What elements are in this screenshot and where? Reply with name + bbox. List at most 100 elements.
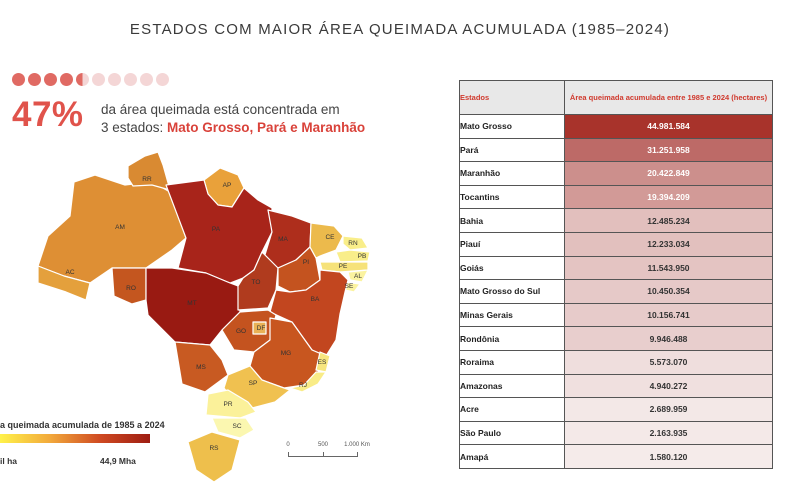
brazil-map: RR AP AM PA MA CE RN PB PI PE AL SE AC R… <box>37 151 371 483</box>
map-label-al: AL <box>354 273 362 280</box>
table-cell-value: 44.981.584 <box>564 114 773 139</box>
percent-dot <box>76 73 89 86</box>
table-cell-value: 2.163.935 <box>564 420 773 446</box>
map-state-al <box>347 269 369 283</box>
table-cell-state: Amazonas <box>459 373 565 399</box>
map-label-pr: PR <box>223 401 232 408</box>
scale-tick-1000 <box>357 452 358 457</box>
map-label-mg: MG <box>281 350 291 357</box>
percent-dot <box>28 73 41 86</box>
map-state-rn <box>342 235 369 251</box>
percent-dot <box>140 73 153 86</box>
table-cell-state: Mato Grosso <box>459 114 565 139</box>
map-label-ce: CE <box>325 234 335 241</box>
table-cell-value: 19.394.209 <box>564 184 773 210</box>
scale-bar: 0 500 1.000 Km <box>286 442 370 457</box>
percent-dot <box>124 73 137 86</box>
table-row: Amapá 1.580.120 <box>459 444 773 469</box>
percent-dot <box>92 73 105 86</box>
percent-dot <box>44 73 57 86</box>
table-row: Minas Gerais 10.156.741 <box>459 302 773 328</box>
map-label-to: TO <box>252 279 261 286</box>
table-row: Acre 2.689.959 <box>459 397 773 422</box>
map-label-ba: BA <box>311 296 320 303</box>
table-row: Mato Grosso 44.981.584 <box>459 114 773 139</box>
percent-dot <box>156 73 169 86</box>
map-state-mg <box>249 317 327 389</box>
map-state-rr <box>127 151 171 191</box>
map-label-rn: RN <box>348 240 358 247</box>
header-area: Área queimada acumulada entre 1985 e 202… <box>564 80 773 115</box>
legend-gradient <box>0 434 150 443</box>
table-cell-state: Rondônia <box>459 326 565 351</box>
scale-tick-0 <box>288 452 289 457</box>
map-state-rj <box>289 371 327 393</box>
table-cell-state: São Paulo <box>459 420 565 446</box>
percent-dot <box>108 73 121 86</box>
table-header-row: Estados Área queimada acumulada entre 19… <box>459 80 773 115</box>
percent-dot <box>60 73 73 86</box>
legend-title: a queimada acumulada de 1985 a 2024 <box>0 420 165 430</box>
map-label-df: DF <box>257 325 266 332</box>
map-label-es: ES <box>318 359 327 366</box>
map-label-ro: RO <box>126 285 136 292</box>
map-label-mt: MT <box>187 300 196 307</box>
map-state-am <box>37 174 187 284</box>
scale-label-0: 0 <box>286 442 290 448</box>
highlight-percent: 47% <box>12 95 84 134</box>
table-cell-value: 12.233.034 <box>564 231 773 257</box>
highlight-text-line2: 3 estados: Mato Grosso, Pará e Maranhão <box>101 120 365 135</box>
table-cell-state: Bahia <box>459 208 565 233</box>
table-cell-value: 2.689.959 <box>564 397 773 422</box>
scale-label-1000: 1.000 Km <box>344 442 370 448</box>
map-label-ms: MS <box>196 364 206 371</box>
map-state-pb <box>335 249 371 263</box>
map-state-ce <box>309 222 344 259</box>
table-row: Roraima 5.573.070 <box>459 349 773 375</box>
table-row: São Paulo 2.163.935 <box>459 420 773 446</box>
map-state-sc <box>211 417 255 439</box>
table-row: Piauí 12.233.034 <box>459 231 773 257</box>
highlight-states: Mato Grosso, Pará e Maranhão <box>167 120 366 135</box>
highlight-text-line1: da área queimada está concentrada em <box>101 102 340 117</box>
map-label-ac: AC <box>65 269 74 276</box>
table-cell-state: Roraima <box>459 349 565 375</box>
table-cell-state: Goiás <box>459 255 565 281</box>
scale-tick-500 <box>323 452 324 457</box>
table-row: Goiás 11.543.950 <box>459 255 773 281</box>
table-cell-state: Piauí <box>459 231 565 257</box>
map-label-pb: PB <box>358 253 367 260</box>
table-cell-state: Tocantins <box>459 184 565 210</box>
table-cell-state: Minas Gerais <box>459 302 565 328</box>
map-label-rj: RJ <box>299 382 307 389</box>
map-label-sp: SP <box>249 380 258 387</box>
table-cell-value: 12.485.234 <box>564 208 773 233</box>
map-label-pi: PI <box>303 259 309 266</box>
table-cell-value: 4.940.272 <box>564 373 773 399</box>
table-cell-value: 20.422.849 <box>564 161 773 186</box>
table-cell-state: Pará <box>459 137 565 163</box>
table-row: Bahia 12.485.234 <box>459 208 773 233</box>
table-row: Maranhão 20.422.849 <box>459 161 773 186</box>
table-cell-value: 11.543.950 <box>564 255 773 281</box>
table-cell-state: Acre <box>459 397 565 422</box>
legend-min-label: il ha <box>0 456 18 466</box>
map-label-sc: SC <box>232 423 241 430</box>
scale-label-500: 500 <box>317 442 329 448</box>
table-cell-value: 1.580.120 <box>564 444 773 469</box>
map-label-go: GO <box>236 328 246 335</box>
map-state-df <box>252 321 267 335</box>
table-cell-value: 10.450.354 <box>564 279 773 304</box>
percent-dot <box>12 73 25 86</box>
map-state-rs <box>187 431 241 483</box>
legend-max-label: 44,9 Mha <box>100 456 136 466</box>
table-row: Tocantins 19.394.209 <box>459 184 773 210</box>
chart-title: ESTADOS COM MAIOR ÁREA QUEIMADA ACUMULAD… <box>129 21 671 38</box>
map-label-pa: PA <box>212 226 221 233</box>
map-state-ac <box>37 265 91 301</box>
map-label-ap: AP <box>223 182 232 189</box>
table-cell-state: Amapá <box>459 444 565 469</box>
table-row: Rondônia 9.946.488 <box>459 326 773 351</box>
map-label-rr: RR <box>142 176 152 183</box>
table-cell-value: 9.946.488 <box>564 326 773 351</box>
